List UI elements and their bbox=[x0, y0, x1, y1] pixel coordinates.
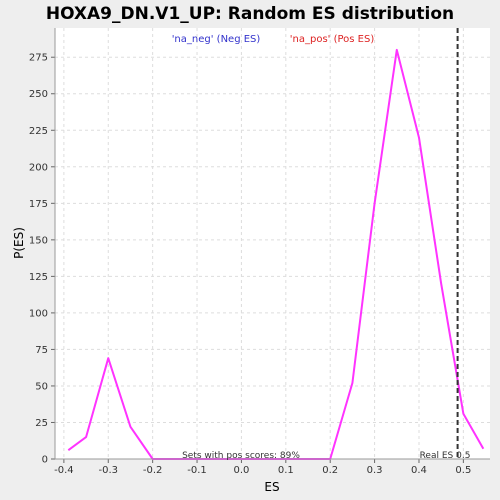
y-tick-label: 150 bbox=[29, 235, 48, 246]
x-tick-label: 0.5 bbox=[455, 465, 471, 476]
real-es-label: Real ES 0.5 bbox=[420, 451, 471, 461]
x-tick-label: 0.3 bbox=[367, 465, 383, 476]
x-tick-label: 0.4 bbox=[411, 465, 427, 476]
x-tick-label: 0.1 bbox=[278, 465, 294, 476]
x-tick-label: 0.2 bbox=[322, 465, 338, 476]
y-tick-label: 225 bbox=[29, 126, 48, 137]
x-tick-label: -0.3 bbox=[99, 465, 119, 476]
y-tick-label: 25 bbox=[35, 418, 48, 429]
legend-pos-label: 'na_pos' (Pos ES) bbox=[290, 34, 375, 45]
x-tick-label: 0.0 bbox=[233, 465, 249, 476]
y-tick-label: 275 bbox=[29, 53, 48, 64]
y-tick-label: 250 bbox=[29, 89, 48, 100]
x-tick-label: -0.1 bbox=[187, 465, 207, 476]
y-tick-label: 75 bbox=[35, 345, 48, 356]
legend-neg-label: 'na_neg' (Neg ES) bbox=[172, 34, 261, 45]
y-tick-label: 50 bbox=[35, 381, 48, 392]
y-tick-label: 100 bbox=[29, 308, 48, 319]
x-axis-label: ES bbox=[264, 480, 279, 494]
pos-scores-annotation: Sets with pos scores: 89% bbox=[182, 451, 300, 461]
y-tick-label: 125 bbox=[29, 272, 48, 283]
y-tick-label: 0 bbox=[42, 455, 48, 466]
x-tick-label: -0.2 bbox=[143, 465, 163, 476]
x-tick-label: -0.4 bbox=[54, 465, 74, 476]
y-tick-label: 175 bbox=[29, 199, 48, 210]
y-tick-label: 200 bbox=[29, 162, 48, 173]
chart-title: HOXA9_DN.V1_UP: Random ES distribution bbox=[46, 4, 454, 24]
y-axis-label: P(ES) bbox=[12, 227, 26, 259]
